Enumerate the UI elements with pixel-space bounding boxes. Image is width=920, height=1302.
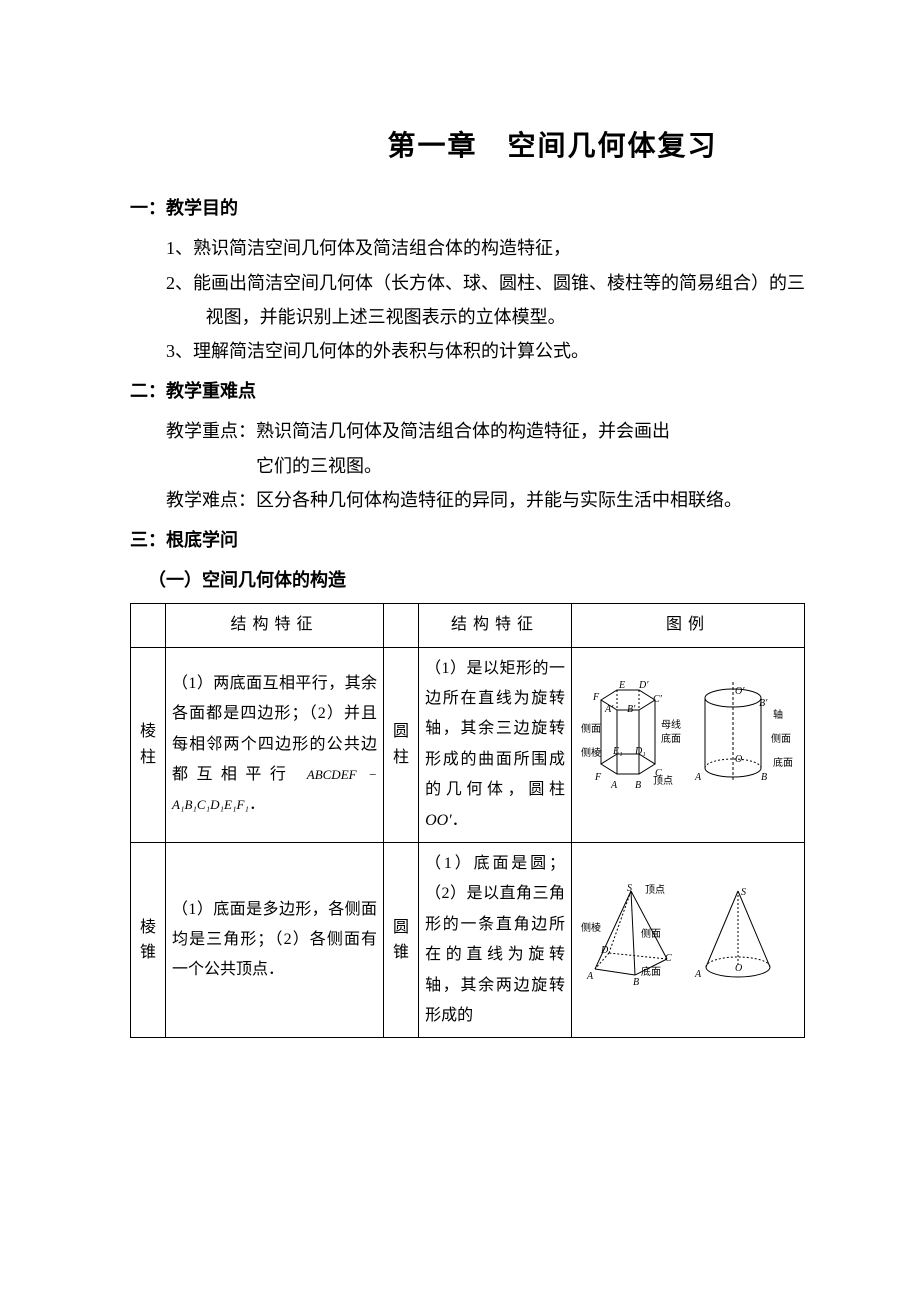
- lbl-O: O: [735, 750, 742, 769]
- lbl-Ap: A′: [605, 700, 613, 719]
- s2-focus-label: 教学重点：: [166, 421, 256, 441]
- row1-img-cell: E D′ F A′ B′ C′ 侧面 侧棱 E₁ D₁ F A B C 底面 母…: [572, 647, 805, 842]
- lbl2-dingdian: 顶点: [645, 881, 665, 900]
- lbl2-O: O: [735, 959, 742, 978]
- th-structure-2: 结构特征: [419, 604, 572, 647]
- lbl-celeng: 侧棱: [581, 744, 601, 763]
- page: 第一章 空间几何体复习 一：教学目的 1、熟识简洁空间几何体及简洁组合体的构造特…: [0, 0, 920, 1098]
- row2-a-desc: （1）底面是多边形，各侧面均是三角形；（2）各侧面有一个公共顶点．: [166, 842, 384, 1037]
- lbl2-B: B: [633, 973, 639, 992]
- lbl2-D: D: [601, 941, 608, 960]
- section-1-heading: 一：教学目的: [130, 191, 805, 225]
- s1-item-2: 2、能画出简洁空间几何体（长方体、球、圆柱、圆锥、棱柱等的简易组合）的三视图，并…: [130, 266, 805, 334]
- row1-a-desc-cell: （1）两底面互相平行，其余各面都是四边形；（2）并且每相邻两个四边形的公共边都互…: [166, 647, 384, 842]
- row1-b-name: 圆柱: [384, 647, 419, 842]
- lbl2-S: S: [627, 879, 632, 898]
- lbl-Br: B: [761, 768, 767, 787]
- section-3-heading: 三：根底学问: [130, 523, 805, 557]
- lbl-Bp: B′: [627, 700, 635, 719]
- lbl-E1: E₁: [613, 742, 623, 761]
- lbl-A: A: [611, 776, 617, 795]
- lbl-cemian-r: 侧面: [771, 730, 791, 749]
- lbl-F: F: [593, 688, 599, 707]
- pyramid-label: 棱锥: [140, 919, 156, 962]
- chapter-title: 第一章 空间几何体复习: [130, 120, 805, 173]
- section-3-sub1: （一）空间几何体的构造: [130, 563, 805, 597]
- th-structure-1: 结构特征: [166, 604, 384, 647]
- lbl2-celeng: 侧棱: [581, 919, 601, 938]
- prism-cylinder-diagram: E D′ F A′ B′ C′ 侧面 侧棱 E₁ D₁ F A B C 底面 母…: [583, 672, 793, 807]
- s2-difficulty: 教学难点：区分各种几何体构造特征的异同，并能与实际生活中相联络。: [130, 483, 805, 517]
- lbl-dingdian: 顶点: [653, 772, 673, 791]
- s2-diff-text: 区分各种几何体构造特征的异同，并能与实际生活中相联络。: [256, 490, 742, 510]
- th-empty-1: [131, 604, 166, 647]
- section-2-heading: 二：教学重难点: [130, 374, 805, 408]
- lbl2-C: C: [665, 949, 672, 968]
- row1-b-desc: （1）是以矩形的一边所在直线为旋转轴，其余三边旋转形成的曲面所围成的几何体，圆柱: [425, 660, 565, 799]
- lbl2-A: A: [587, 967, 593, 986]
- row1-b-formula: OO′: [425, 812, 452, 829]
- row2-b-desc: （1）底面是圆；（2）是以直角三角形的一条直角边所在的直线为旋转轴，其余两边旋转…: [419, 842, 572, 1037]
- row1-b-desc-cell: （1）是以矩形的一边所在直线为旋转轴，其余三边旋转形成的曲面所围成的几何体，圆柱…: [419, 647, 572, 842]
- pyramid-cone-diagram: S 顶点 侧棱 侧面 D C A B 底面 S A O: [583, 879, 793, 989]
- lbl2-Sr: S: [741, 883, 746, 902]
- lbl-B: B: [635, 776, 641, 795]
- s1-item-1: 1、熟识简洁空间几何体及简洁组合体的构造特征，: [130, 231, 805, 265]
- lbl2-Ar: A: [695, 965, 701, 984]
- row1-a-name: 棱柱: [131, 647, 166, 842]
- lbl-F1: F: [595, 768, 601, 787]
- lbl-E: E: [619, 676, 625, 695]
- table-row: 棱柱 （1）两底面互相平行，其余各面都是四边形；（2）并且每相邻两个四边形的公共…: [131, 647, 805, 842]
- lbl-zhou: 轴: [773, 706, 783, 725]
- lbl2-cemian: 侧面: [641, 925, 661, 944]
- row2-img-cell: S 顶点 侧棱 侧面 D C A B 底面 S A O: [572, 842, 805, 1037]
- s2-diff-label: 教学难点：: [166, 490, 256, 510]
- lbl-Ar: A: [695, 768, 701, 787]
- s2-focus-text1: 熟识简洁几何体及简洁组合体的构造特征，并会画出: [256, 421, 670, 441]
- s2-focus-line1: 教学重点：熟识简洁几何体及简洁组合体的构造特征，并会画出: [130, 414, 805, 448]
- th-empty-2: [384, 604, 419, 647]
- th-example: 图例: [572, 604, 805, 647]
- row2-b-name: 圆锥: [384, 842, 419, 1037]
- lbl-muxian-l: 母线: [661, 716, 681, 735]
- lbl-Brp: B′: [759, 694, 767, 713]
- table-head-row: 结构特征 结构特征 图例: [131, 604, 805, 647]
- prism-label: 棱柱: [140, 723, 156, 766]
- table-row: 棱锥 （1）底面是多边形，各侧面均是三角形；（2）各侧面有一个公共顶点． 圆锥 …: [131, 842, 805, 1037]
- cylinder-label: 圆柱: [393, 723, 409, 766]
- s1-item-3: 3、理解简洁空间几何体的外表积与体积的计算公式。: [130, 334, 805, 368]
- row1-a-tail: ．: [249, 796, 265, 813]
- row1-b-tail: ．: [452, 812, 468, 829]
- lbl-Op: O′: [735, 682, 744, 701]
- lbl2-dimian: 底面: [641, 963, 661, 982]
- row2-a-name: 棱锥: [131, 842, 166, 1037]
- structure-table: 结构特征 结构特征 图例 棱柱 （1）两底面互相平行，其余各面都是四边形；（2）…: [130, 603, 805, 1038]
- cone-label: 圆锥: [393, 919, 409, 962]
- lbl-cemian-l: 侧面: [581, 720, 601, 739]
- s2-focus-line2: 它们的三视图。: [130, 449, 805, 483]
- lbl-Dp: D′: [639, 676, 648, 695]
- lbl-Cp: C′: [653, 690, 662, 709]
- lbl-dimian-r: 底面: [773, 754, 793, 773]
- diagram-svg-2: [583, 879, 793, 989]
- lbl-D1: D₁: [635, 742, 646, 761]
